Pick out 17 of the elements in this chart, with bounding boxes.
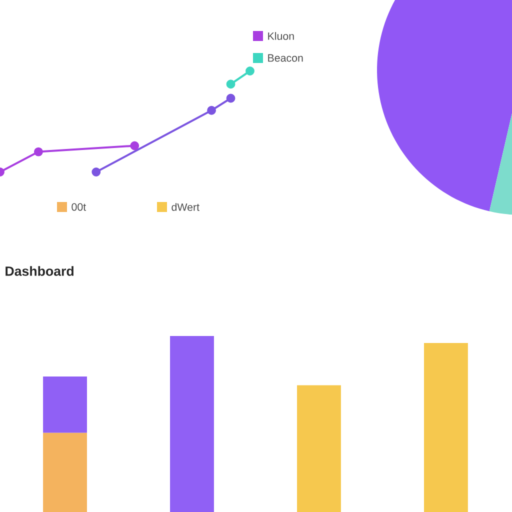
bar [43,376,87,433]
bar [170,336,214,512]
point [246,66,254,76]
point [226,80,236,89]
legend-label: 00t [72,203,86,211]
bar [297,385,341,512]
point [207,106,216,115]
point [92,168,101,176]
legend-label: Kluon [268,32,294,40]
legend-label: dWert [172,203,200,211]
point [130,141,140,150]
chart-title: Dashboard [6,266,74,276]
point [34,147,43,156]
point [226,94,236,103]
bar [424,343,468,512]
bar [43,432,87,512]
legend-label: Beacon [268,54,303,62]
